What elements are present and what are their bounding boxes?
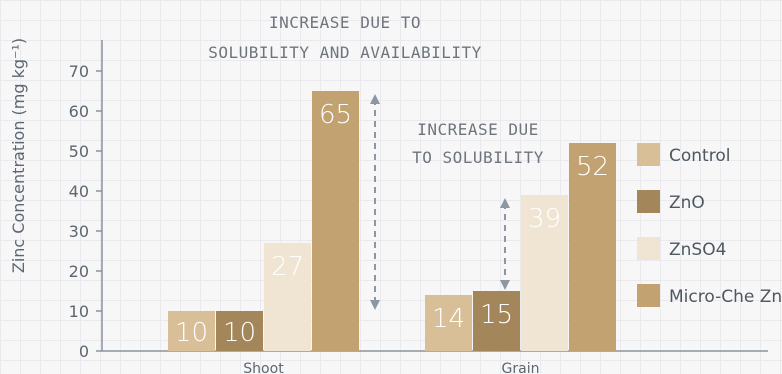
y-tick-label: 40	[69, 182, 89, 201]
bar-value-label: 10	[175, 318, 208, 348]
bar-shoot-zno	[216, 311, 263, 351]
legend-label: Control	[669, 146, 730, 166]
legend-swatch	[637, 190, 660, 213]
bar-value-label: 14	[432, 304, 465, 334]
y-tick-label: 20	[69, 262, 89, 281]
y-axis-label: Zinc Concentration (mg kg⁻¹)	[9, 38, 28, 273]
y-tick-label: 60	[69, 102, 89, 121]
annotation-text: INCREASE DUE	[417, 120, 539, 139]
bar-shoot-control	[168, 311, 215, 351]
legend-swatch	[637, 284, 660, 307]
y-tick-label: 50	[69, 142, 89, 161]
bar-shoot-znso4	[264, 243, 311, 351]
bar-value-label: 27	[271, 252, 304, 282]
bar-value-label: 15	[480, 300, 513, 330]
x-category-label: Shoot	[243, 361, 284, 374]
bar-value-label: 52	[576, 152, 609, 182]
y-tick-label: 10	[69, 302, 89, 321]
legend-swatch	[637, 143, 660, 166]
bar-grain-micro-che-zn	[569, 143, 616, 351]
bar-grain-zno	[473, 291, 520, 351]
legend-label: Micro-Che Zn	[669, 287, 782, 307]
y-tick-label: 70	[69, 62, 89, 81]
legend-label: ZnO	[669, 193, 705, 213]
bar-value-label: 10	[223, 318, 256, 348]
bar-value-label: 39	[528, 204, 561, 234]
legend-label: ZnSO4	[669, 240, 726, 260]
bar-grain-control	[425, 295, 472, 351]
y-tick-label: 30	[69, 222, 89, 241]
bar-grain-znso4	[521, 195, 568, 351]
legend-swatch	[637, 237, 660, 260]
annotation-text: INCREASE DUE TO	[269, 13, 421, 32]
annotation-text: SOLUBILITY AND AVAILABILITY	[208, 43, 482, 62]
annotation-text: TO SOLUBILITY	[412, 148, 544, 167]
x-category-label: Grain	[502, 361, 540, 374]
bar-shoot-micro-che-zn	[312, 91, 359, 351]
y-tick-label: 0	[79, 342, 89, 361]
bar-value-label: 65	[319, 100, 352, 130]
